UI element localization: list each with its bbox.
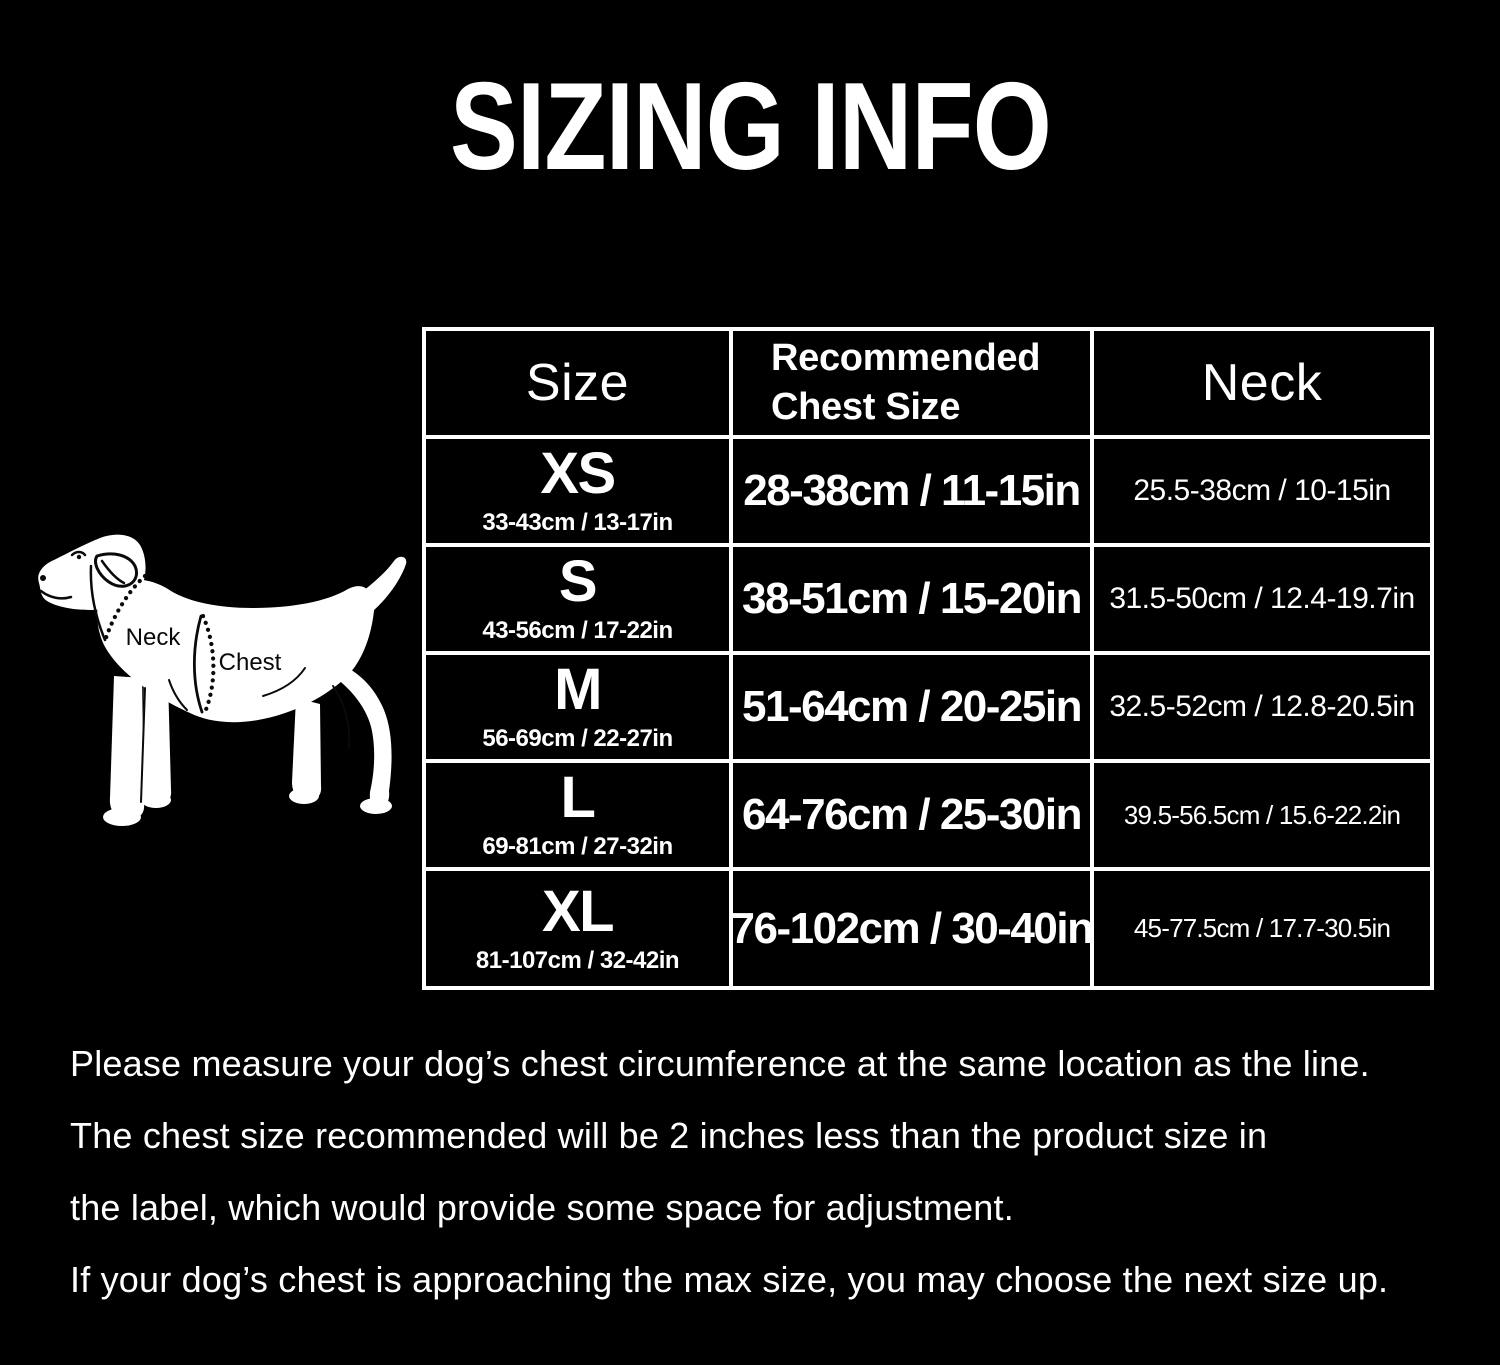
- dog-front-far-leg: [142, 678, 172, 805]
- dog-thigh-line: [332, 685, 351, 749]
- chest-measure-label: Chest: [219, 649, 282, 676]
- size-letter: XL: [541, 878, 615, 944]
- dog-ear-inner-line: [100, 559, 126, 585]
- dog-haunch-line: [262, 667, 306, 697]
- dog-rear-paw: [360, 798, 392, 814]
- measurement-notes: Please measure your dog’s chest circumfe…: [70, 1028, 1470, 1316]
- dog-front-far-paw: [141, 792, 171, 808]
- size-letter: S: [558, 549, 598, 614]
- size-range: 81-107cm / 32-42in: [475, 946, 680, 974]
- size-cell-m: M 56-69cm / 22-27in: [426, 655, 729, 759]
- size-cell-s: S 43-56cm / 17-22in: [426, 547, 729, 651]
- sizing-table: Size Recommended Chest Size Neck XS 33-4…: [422, 327, 1434, 990]
- dog-rear-far-leg: [292, 698, 322, 801]
- page-title: SIZING INFO: [0, 62, 1500, 192]
- size-range: 69-81cm / 27-32in: [482, 833, 673, 860]
- dog-belly-leg-line: [168, 679, 188, 711]
- size-range: 43-56cm / 17-22in: [482, 617, 673, 644]
- neck-value-xs: 25.5-38cm / 10-15in: [1094, 439, 1430, 543]
- chest-value-s: 38-51cm / 15-20in: [733, 547, 1090, 651]
- dog-nose: [40, 575, 46, 581]
- dog-measurement-diagram: Neck Chest: [38, 534, 407, 826]
- page-title-text: SIZING INFO: [449, 58, 1051, 196]
- note-line-1: Please measure your dog’s chest circumfe…: [70, 1043, 1370, 1084]
- dog-front-leg-separator-line: [140, 687, 146, 803]
- size-range: 56-69cm / 22-27in: [482, 725, 673, 752]
- dog-rear-far-paw: [289, 788, 319, 804]
- chest-value-m: 51-64cm / 20-25in: [733, 655, 1090, 759]
- size-letter: XS: [540, 441, 616, 506]
- chest-value-xs: 28-38cm / 11-15in: [733, 439, 1090, 543]
- size-letter: M: [554, 657, 602, 722]
- neck-value-l: 39.5-56.5cm / 15.6-22.2in: [1094, 763, 1430, 867]
- dog-ear: [94, 552, 139, 588]
- size-range: 33-43cm / 13-17in: [482, 509, 673, 536]
- dog-neck-contour-line: [89, 564, 107, 642]
- dog-eye: [70, 550, 87, 557]
- note-line-4: If your dog’s chest is approaching the m…: [70, 1259, 1389, 1300]
- size-letter: L: [560, 765, 596, 830]
- column-header-size: Size: [426, 331, 729, 435]
- dog-eye-dot: [76, 554, 82, 560]
- chest-dotted-line: [200, 613, 216, 715]
- neck-measure-label: Neck: [126, 624, 182, 651]
- note-line-3: the label, which would provide some spac…: [70, 1187, 1014, 1228]
- chest-value-xl: 76-102cm / 30-40in: [733, 871, 1090, 986]
- column-header-neck: Neck: [1094, 331, 1430, 435]
- size-cell-xs: XS 33-43cm / 13-17in: [426, 439, 729, 543]
- column-header-chest: Recommended Chest Size: [733, 331, 1090, 435]
- neck-value-m: 32.5-52cm / 12.8-20.5in: [1094, 655, 1430, 759]
- dog-front-leg: [109, 676, 145, 820]
- size-cell-xl: XL 81-107cm / 32-42in: [426, 871, 729, 986]
- chest-measure-solid-line: [192, 614, 204, 714]
- column-header-chest-text: Recommended Chest Size: [771, 337, 1041, 428]
- dog-rear-leg: [327, 664, 392, 809]
- size-cell-l: L 69-81cm / 27-32in: [426, 763, 729, 867]
- neck-dotted-line: [101, 573, 148, 647]
- dog-mouth-line: [39, 589, 73, 600]
- neck-value-s: 31.5-50cm / 12.4-19.7in: [1094, 547, 1430, 651]
- chest-value-l: 64-76cm / 25-30in: [733, 763, 1090, 867]
- neck-value-xl: 45-77.5cm / 17.7-30.5in: [1094, 871, 1430, 986]
- dog-body: [97, 579, 375, 723]
- dog-front-paw: [103, 808, 141, 826]
- note-line-2: The chest size recommended will be 2 inc…: [70, 1115, 1268, 1156]
